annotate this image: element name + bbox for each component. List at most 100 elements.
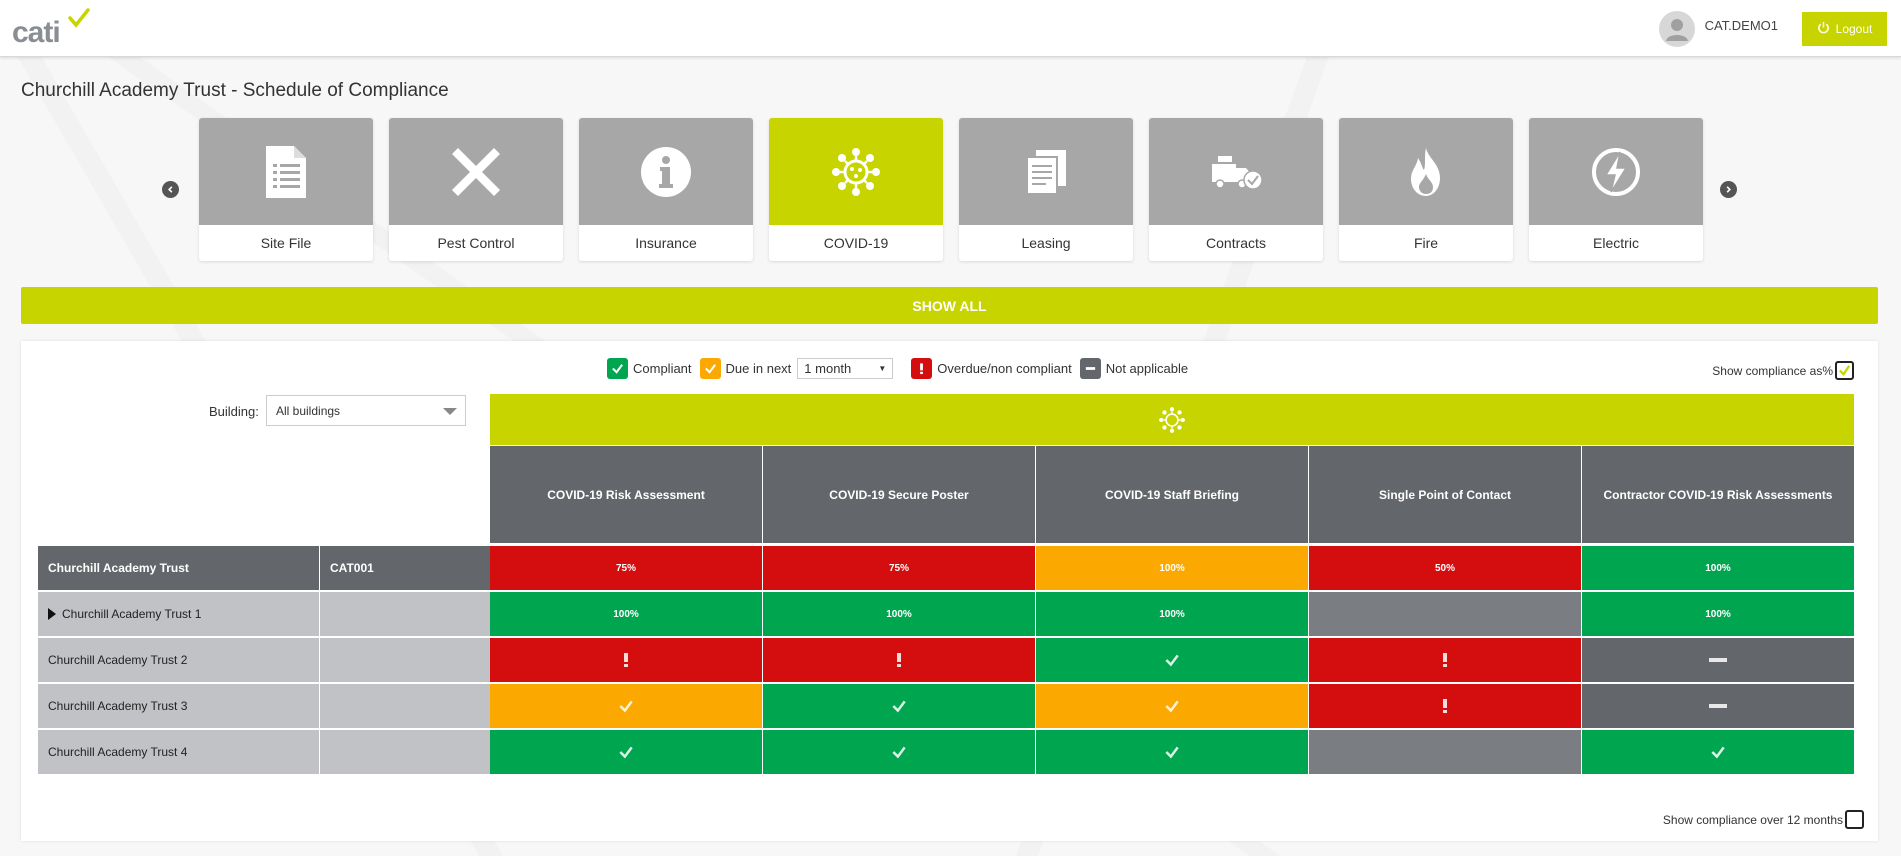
column-header[interactable]: Contractor COVID-19 Risk Assessments [1582,446,1854,543]
compliance-cell[interactable] [1309,730,1581,775]
row-name-label: Churchill Academy Trust 1 [62,607,202,621]
compliance-cell[interactable]: 100% [1036,546,1308,591]
show-all-button[interactable]: SHOW ALL [21,287,1878,324]
documents-icon [1026,149,1066,195]
compliance-cell[interactable] [1582,730,1854,775]
compliance-cell[interactable]: 75% [763,546,1035,591]
show-12-months-toggle[interactable]: Show compliance over 12 months [1663,810,1864,829]
compliance-cell[interactable] [763,638,1035,683]
chevron-down-icon [443,408,457,415]
exclamation-icon [894,652,904,668]
compliance-cell[interactable] [490,638,762,683]
compliance-value: 100% [1705,608,1731,620]
cati-logo[interactable]: cati [12,8,92,49]
compliance-cell[interactable] [1582,684,1854,729]
expand-arrow-icon[interactable] [48,608,56,620]
compliance-cell[interactable] [1582,638,1854,683]
logout-button[interactable]: Logout [1802,12,1887,46]
row-name[interactable]: Churchill Academy Trust 4 [38,730,319,775]
covid-19-group-header [490,394,1854,445]
compliance-cell[interactable]: 100% [490,592,762,637]
check-icon [1164,698,1180,714]
column-header[interactable]: Single Point of Contact [1309,446,1581,543]
show-percent-toggle[interactable]: Show compliance as% [1712,361,1854,380]
show-12-months-checkbox[interactable] [1845,810,1864,829]
category-label: Electric [1593,235,1639,251]
period-select[interactable]: 1 month ▼ [797,358,894,379]
virus-icon [832,147,880,196]
check-icon [618,744,634,760]
lightning-icon [1592,147,1640,196]
row-name[interactable]: Churchill Academy Trust [38,546,319,591]
row-name-label: Churchill Academy Trust 2 [48,653,188,667]
compliance-panel: Compliant Due in next 1 month ▼ Overdue/… [21,341,1878,841]
dash-icon [1709,656,1727,664]
category-tile-insurance[interactable]: Insurance [579,118,753,261]
compliance-cell[interactable] [1309,684,1581,729]
period-select-value: 1 month [804,361,852,376]
info-icon [641,146,691,197]
top-bar: cati CAT.DEMO1 Logout [0,0,1901,57]
dash-icon [1709,702,1727,710]
compliance-cell[interactable]: 50% [1309,546,1581,591]
category-tile-site-file[interactable]: Site File [199,118,373,261]
exclamation-icon [1440,652,1450,668]
column-header[interactable]: COVID-19 Secure Poster [763,446,1035,543]
power-icon [1817,21,1830,37]
compliance-cell[interactable]: 75% [490,546,762,591]
row-name[interactable]: Churchill Academy Trust 3 [38,684,319,729]
row-code [320,730,490,775]
category-tile-contracts[interactable]: Contracts [1149,118,1323,261]
row-name[interactable]: Churchill Academy Trust 2 [38,638,319,683]
row-name-label: Churchill Academy Trust 4 [48,745,188,759]
compliance-cell[interactable] [490,730,762,775]
dropdown-arrow-icon: ▼ [878,364,887,373]
compliance-cell[interactable]: 100% [1036,592,1308,637]
column-header[interactable]: COVID-19 Risk Assessment [490,446,762,543]
compliance-cell[interactable] [1036,730,1308,775]
category-tile-electric[interactable]: Electric [1529,118,1703,261]
carousel-next-button[interactable] [1720,181,1737,198]
compliance-value: 100% [886,608,912,620]
column-header[interactable]: COVID-19 Staff Briefing [1036,446,1308,543]
compliance-cell[interactable] [1036,638,1308,683]
check-icon [1839,365,1851,376]
exclamation-icon [1440,698,1450,714]
legend-not-applicable-label: Not applicable [1105,361,1189,376]
compliance-cell[interactable] [1036,684,1308,729]
document-list-icon [266,145,306,198]
row-code [320,592,490,637]
compliance-value: 100% [1705,562,1731,574]
legend-overdue-label: Overdue/non compliant [937,361,1072,376]
svg-text:cati: cati [12,16,60,48]
carousel-prev-button[interactable] [162,181,179,198]
category-tile-fire[interactable]: Fire [1339,118,1513,261]
building-select[interactable]: All buildings [266,395,466,426]
show-percent-checkbox[interactable] [1835,361,1854,380]
compliance-value: 100% [1159,608,1185,620]
page-title: Churchill Academy Trust - Schedule of Co… [21,80,449,101]
category-tile-covid-19[interactable]: COVID-19 [769,118,943,261]
category-tile-pest-control[interactable]: Pest Control [389,118,563,261]
category-tile-leasing[interactable]: Leasing [959,118,1133,261]
compliance-value: 75% [888,562,909,574]
compliance-cell[interactable]: 100% [1582,592,1854,637]
compliance-cell[interactable] [490,684,762,729]
compliance-value: 100% [613,608,639,620]
check-icon [891,744,907,760]
row-name[interactable]: Churchill Academy Trust 1 [38,592,319,637]
compliance-value: 75% [615,562,636,574]
compliance-cell[interactable] [1309,592,1581,637]
compliance-cell[interactable] [1309,638,1581,683]
compliance-value: 50% [1434,562,1455,574]
category-label: Leasing [1021,235,1071,251]
avatar[interactable] [1658,11,1695,47]
category-label: Insurance [635,235,697,251]
compliance-cell[interactable] [763,730,1035,775]
compliance-cell[interactable] [763,684,1035,729]
overdue-legend-icon [911,358,933,379]
compliance-cell[interactable]: 100% [1582,546,1854,591]
compliance-cell[interactable]: 100% [763,592,1035,637]
category-label: Fire [1413,235,1439,251]
check-icon [1164,652,1180,668]
